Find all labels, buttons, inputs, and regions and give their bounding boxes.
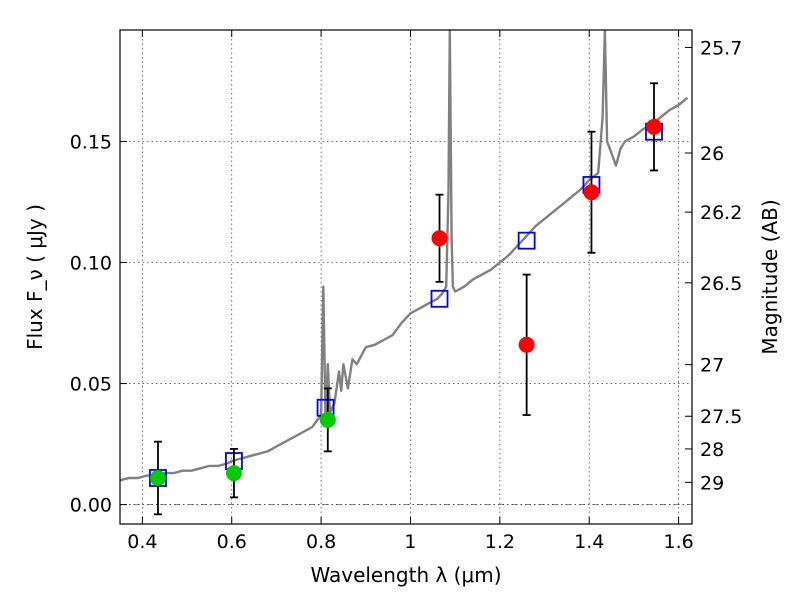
y-tick-label: 0.00: [70, 495, 112, 517]
right-axis-label: Magnitude (AB): [758, 199, 782, 354]
green-point-marker: [225, 465, 242, 482]
right-tick-label: 27: [700, 355, 724, 377]
x-tick-label: 1: [404, 531, 416, 553]
right-tick-label: 25.7: [700, 37, 742, 59]
x-tick-label: 0.4: [127, 531, 157, 553]
plot-frame: [119, 29, 693, 525]
x-axis-ticks: 0.4 0.6 0.8 1 1.2 1.4 1.6: [127, 30, 694, 553]
red-point-marker: [431, 230, 448, 247]
right-tick-label: 27.5: [700, 406, 742, 428]
model-photometry-series: [149, 122, 663, 487]
x-axis-label: Wavelength λ (μm): [310, 563, 501, 587]
x-tick-label: 0.8: [306, 531, 336, 553]
y-tick-label: 0.05: [70, 374, 112, 396]
x-tick-label: 1.2: [485, 531, 515, 553]
right-tick-label: 26.2: [700, 202, 742, 224]
right-axis-ticks: 25.7 26 26.2 26.5 27 27.5 28 29: [685, 37, 742, 494]
red-point-marker: [518, 336, 535, 353]
right-tick-label: 28: [700, 439, 724, 461]
model-spectrum-series: [120, 30, 689, 482]
right-tick-label: 26: [700, 143, 724, 165]
y-axis-label: Flux F_ν ( μJy ): [23, 204, 47, 350]
spectrum-line: [120, 30, 689, 482]
red-point-marker: [583, 184, 600, 201]
y-axis-ticks: 0.00 0.05 0.10 0.15: [70, 131, 127, 517]
x-tick-label: 1.4: [574, 531, 604, 553]
model-square-marker: [517, 231, 536, 250]
green-point-marker: [319, 411, 336, 428]
right-tick-label: 26.5: [700, 273, 742, 295]
model-square-marker: [430, 289, 449, 308]
x-tick-label: 1.6: [663, 531, 693, 553]
y-tick-label: 0.15: [70, 131, 112, 153]
green-point-marker: [149, 469, 166, 486]
red-point-marker: [646, 118, 663, 135]
right-tick-label: 29: [700, 472, 724, 494]
observed-nir-series: [431, 82, 663, 416]
x-tick-label: 0.6: [217, 531, 247, 553]
y-tick-label: 0.10: [70, 252, 112, 274]
observed-optical-series: [149, 387, 336, 516]
